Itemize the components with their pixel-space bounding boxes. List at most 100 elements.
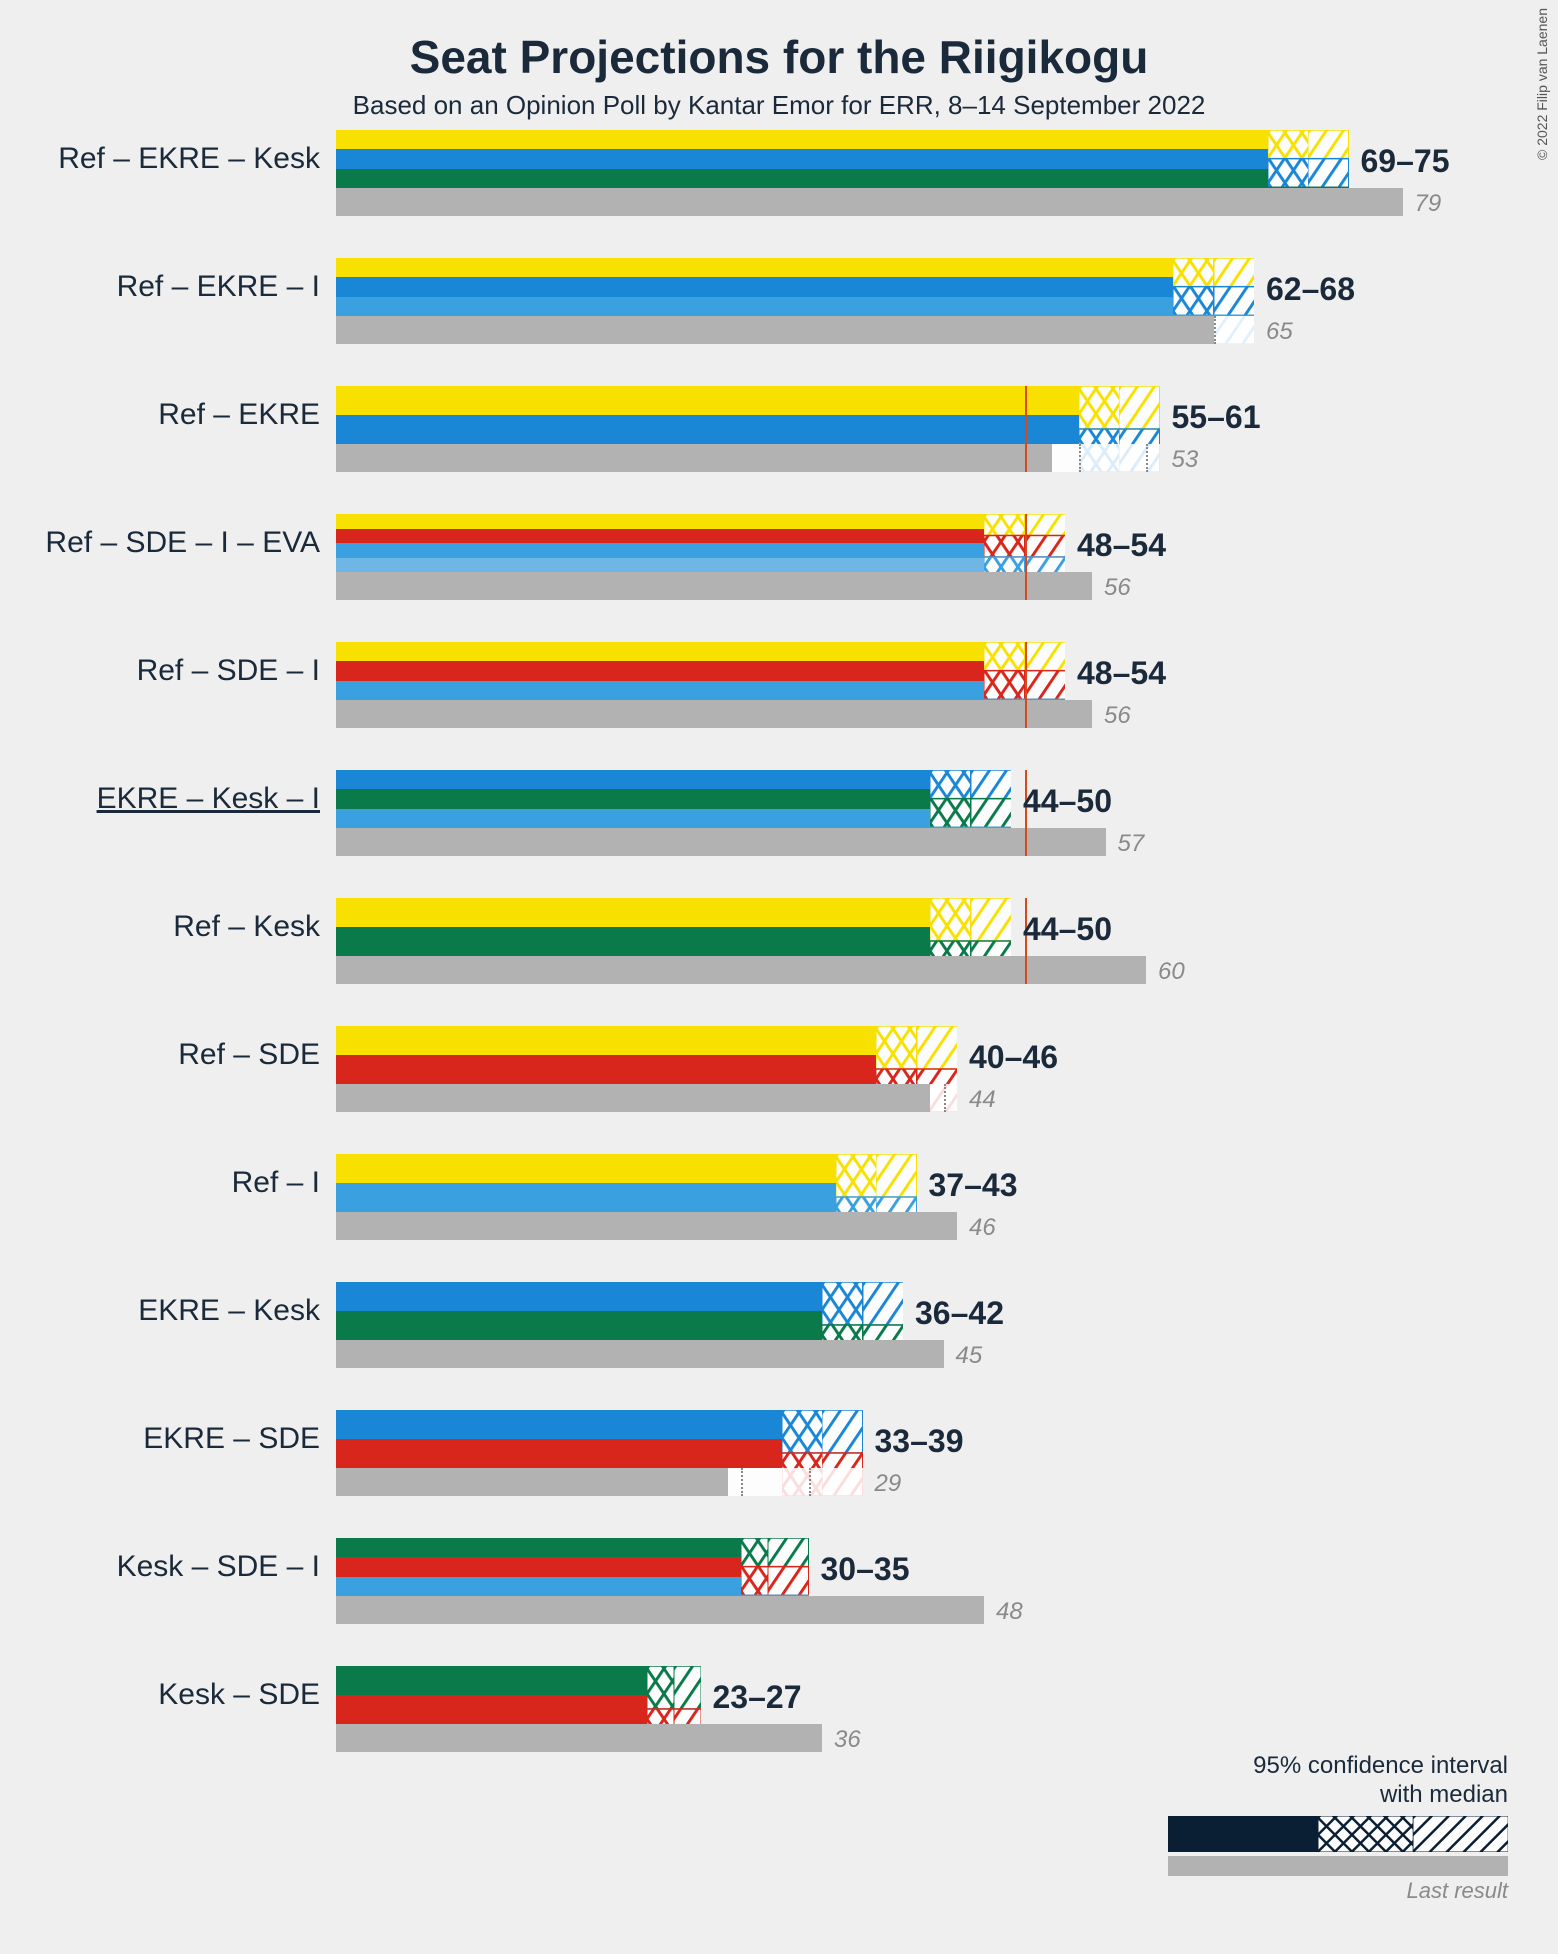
range-value: 48–54 [1077,655,1166,692]
last-value: 53 [1172,446,1199,474]
range-value: 23–27 [713,1679,802,1716]
party-bar [336,1282,822,1311]
legend-line-2: with median [1168,1781,1508,1810]
last-value: 65 [1266,318,1293,346]
party-bar [336,514,984,529]
party-bar [336,169,1268,188]
bar-track [336,770,1416,856]
range-value: 36–42 [915,1295,1004,1332]
coalition-row: Ref – EKRE 55–6153 [40,386,1518,514]
grid-track [336,1340,1416,1368]
coalition-label: Ref – SDE – I [40,656,320,686]
party-bar [336,1055,876,1084]
legend-last-label: Last result [1168,1878,1508,1904]
coalition-label: Kesk – SDE [40,1680,320,1710]
range-value: 44–50 [1023,911,1112,948]
last-value: 45 [956,1342,983,1370]
party-bar [336,1577,741,1596]
coalition-label: Ref – EKRE [40,400,320,430]
grid-track [336,188,1416,216]
chart-subtitle: Based on an Opinion Poll by Kantar Emor … [30,90,1528,121]
last-result-bar [336,828,1106,856]
party-bar [336,543,984,558]
range-value: 30–35 [821,1551,910,1588]
coalition-label: Ref – Kesk [40,912,320,942]
grid-track [336,316,1416,344]
copyright-note: © 2022 Filip van Laenen [1534,8,1550,160]
party-bar [336,386,1079,415]
grid-track [336,828,1416,856]
coalition-row: Ref – SDE – I 48–54 56 [40,642,1518,770]
grid-track [336,1724,1416,1752]
last-value: 46 [969,1214,996,1242]
last-result-bar [336,1340,944,1368]
range-value: 62–68 [1266,271,1355,308]
range-value: 37–43 [929,1167,1018,1204]
last-value: 36 [834,1726,861,1754]
coalition-row: Ref – Kesk 44–50 60 [40,898,1518,1026]
bar-track [336,1282,1416,1368]
party-bar [336,1439,782,1468]
party-bar [336,258,1173,277]
last-result-bar [336,188,1403,216]
party-bar [336,1410,782,1439]
grid-track [336,956,1416,984]
party-bar [336,277,1173,296]
last-result-bar [336,316,1214,344]
coalition-label: Ref – EKRE – I [40,272,320,302]
party-bar [336,789,930,808]
legend: 95% confidence interval with median Last… [1168,1752,1508,1904]
majority-line [1025,514,1027,600]
party-bar [336,1538,741,1557]
party-bar [336,642,984,661]
legend-line-1: 95% confidence interval [1168,1752,1508,1781]
party-bar [336,1026,876,1055]
coalition-label: EKRE – Kesk [40,1296,320,1326]
bar-track [336,1666,1416,1752]
grid-track [336,1596,1416,1624]
last-value: 44 [969,1086,996,1114]
bar-track [336,898,1416,984]
grid-track [336,444,1416,472]
coalition-label: Ref – SDE [40,1040,320,1070]
bar-track [336,1026,1416,1112]
chart-title: Seat Projections for the Riigikogu [30,30,1528,84]
last-result-bar [336,1084,930,1112]
last-value: 48 [996,1598,1023,1626]
range-value: 40–46 [969,1039,1058,1076]
last-value: 56 [1104,574,1131,602]
grid-track [336,1084,1416,1112]
coalition-row: EKRE – Kesk – I 44–5057 [40,770,1518,898]
coalition-row: Kesk – SDE – I 30–3548 [40,1538,1518,1666]
last-value: 60 [1158,958,1185,986]
grid-track [336,700,1416,728]
coalition-label: Ref – EKRE – Kesk [40,144,320,174]
coalition-label: EKRE – SDE [40,1424,320,1454]
bar-track [336,642,1416,728]
party-bar [336,898,930,927]
party-bar [336,1666,647,1695]
last-result-bar [336,1212,957,1240]
party-bar [336,770,930,789]
last-result-bar [336,1468,728,1496]
party-bar [336,558,984,573]
range-value: 48–54 [1077,527,1166,564]
party-bar [336,681,984,700]
party-bar [336,149,1268,168]
coalition-row: Ref – EKRE – Kesk 69–7579 [40,130,1518,258]
coalition-row: EKRE – Kesk 36–42 45 [40,1282,1518,1410]
party-bar [336,1154,836,1183]
last-value: 56 [1104,702,1131,730]
last-value: 29 [875,1470,902,1498]
party-bar [336,297,1173,316]
range-value: 69–75 [1361,143,1450,180]
majority-line [1025,386,1027,472]
grid-track [336,572,1416,600]
party-bar [336,1557,741,1576]
plot-area: Ref – EKRE – Kesk 69–7579 Ref – EKRE – I [40,130,1518,1890]
chart-canvas: Seat Projections for the Riigikogu Based… [0,0,1558,1954]
party-bar [336,809,930,828]
coalition-row: Ref – EKRE – I 62–68 65 [40,258,1518,386]
legend-swatch [1168,1816,1508,1852]
party-bar [336,1311,822,1340]
